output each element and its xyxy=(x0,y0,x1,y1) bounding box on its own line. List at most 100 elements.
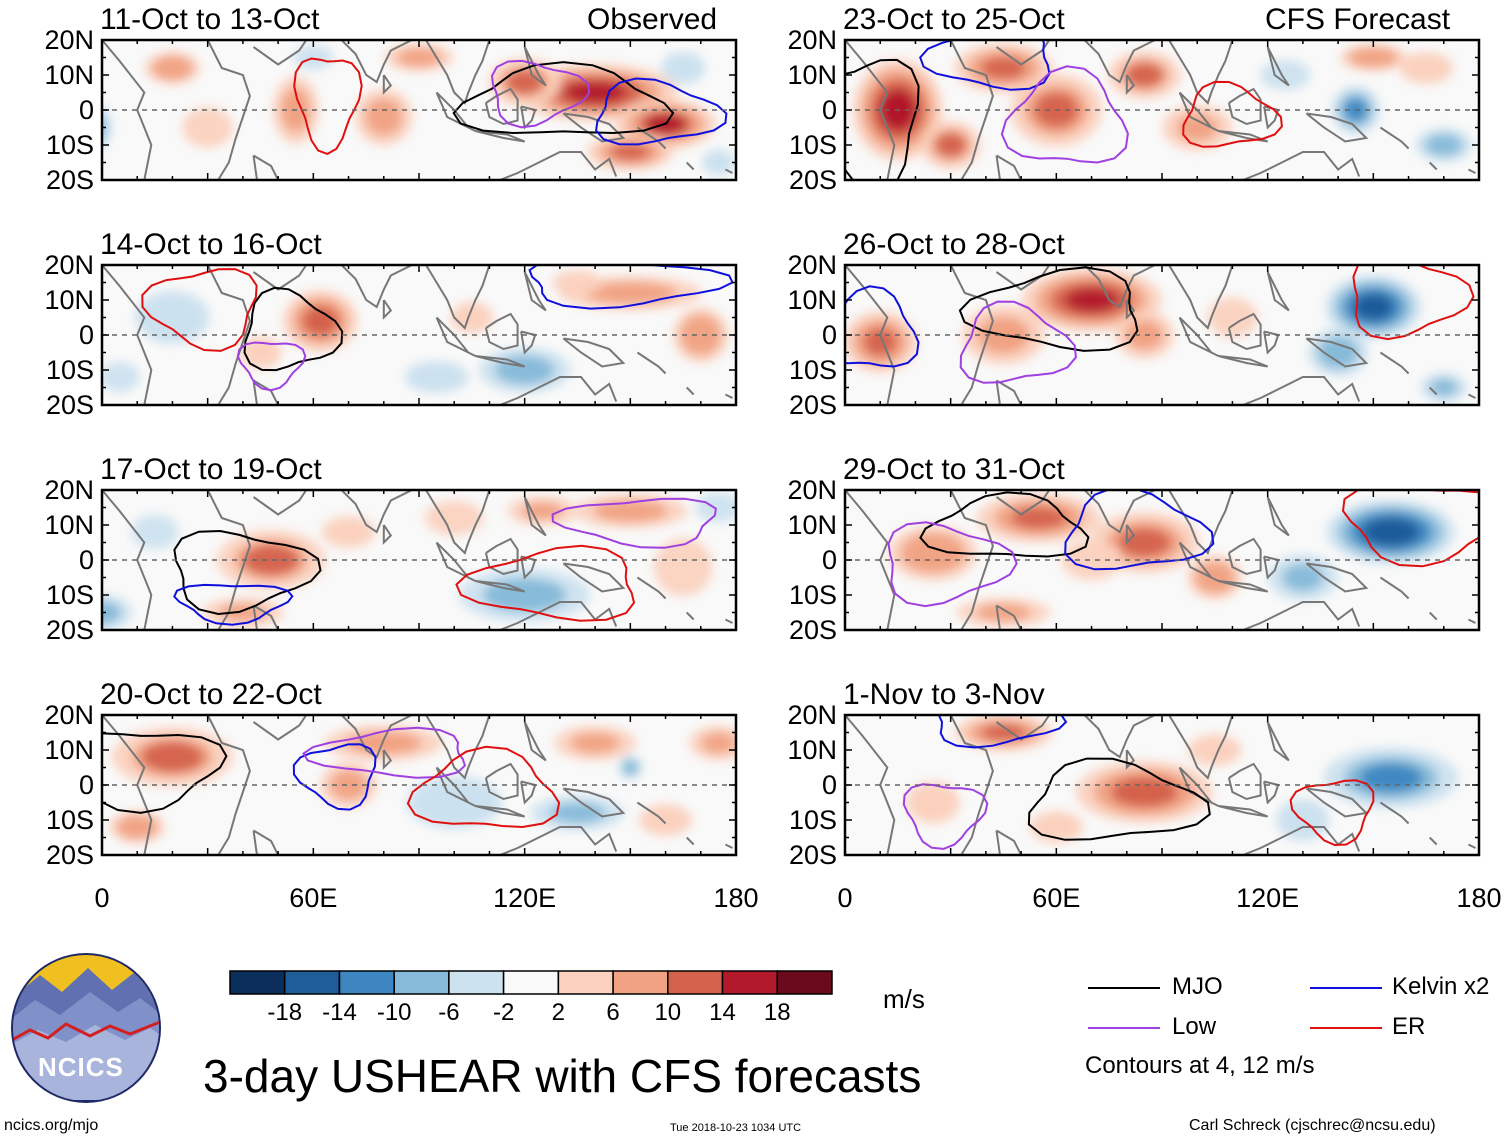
x-tick-label: 120E xyxy=(1236,883,1300,913)
shear-mark xyxy=(365,98,403,136)
coastline xyxy=(1218,580,1269,593)
colorbar-swatch xyxy=(612,970,669,995)
y-tick-label: 10S xyxy=(45,355,94,385)
coastline xyxy=(484,762,519,801)
coastline xyxy=(724,168,733,174)
coastline xyxy=(1178,91,1219,132)
shear-mark xyxy=(489,580,561,610)
shear-mark xyxy=(1368,520,1414,544)
coastline xyxy=(636,351,667,375)
x-tick-label: 60E xyxy=(1032,883,1081,913)
y-tick-label: 20S xyxy=(45,165,94,195)
coastline xyxy=(252,40,308,66)
coastline xyxy=(1379,576,1410,600)
shear-mark xyxy=(396,48,442,67)
panel-title-fc3: 29-Oct to 31-Oct xyxy=(843,453,1065,486)
coastline xyxy=(1428,386,1438,396)
y-tick-label: 0 xyxy=(821,545,837,575)
coastline xyxy=(1428,611,1438,621)
contour-kelvin xyxy=(938,715,1068,749)
contour-er xyxy=(1352,265,1475,341)
colorbar-label: 14 xyxy=(709,999,736,1026)
coastline xyxy=(1227,312,1262,351)
shear-mark xyxy=(1425,133,1463,157)
shear-mark xyxy=(583,281,677,305)
contour-mjo xyxy=(1027,757,1211,841)
shear-mark xyxy=(1065,288,1118,312)
author-credit: Carl Schreck (cjschrec@ncsu.edu) xyxy=(1189,1117,1436,1134)
coastline xyxy=(562,337,626,368)
y-tick-label: 10S xyxy=(45,805,94,835)
y-tick-label: 10N xyxy=(44,510,94,540)
contour-kelvin xyxy=(1064,490,1215,571)
coastline xyxy=(845,265,896,405)
coastline xyxy=(520,555,537,580)
contour-low xyxy=(551,497,717,549)
shear-mark xyxy=(610,143,650,161)
coastline xyxy=(206,265,251,405)
contour-mjo xyxy=(958,266,1139,352)
shear-mark xyxy=(1126,62,1163,88)
shear-mark xyxy=(1349,47,1398,68)
shear-mark xyxy=(624,761,637,774)
contour-levels-note: Contours at 4, 12 m/s xyxy=(1085,1052,1315,1079)
coastline xyxy=(845,715,896,855)
coastline xyxy=(1305,562,1369,593)
shear-field xyxy=(906,715,1459,843)
coastline xyxy=(1083,715,1156,759)
y-tick-label: 10N xyxy=(787,735,837,765)
coastline xyxy=(562,787,626,818)
contour-kelvin xyxy=(595,77,728,146)
coastline xyxy=(995,40,1051,66)
shear-mark xyxy=(552,270,603,295)
coastline xyxy=(1178,316,1219,357)
coastline xyxy=(1266,496,1290,537)
coastline xyxy=(1379,801,1410,825)
logo-mountains-front xyxy=(13,1025,159,1100)
y-tick-label: 20S xyxy=(45,840,94,870)
colorbar-swatch xyxy=(502,970,560,995)
shear-mark xyxy=(981,57,1026,79)
colorbar-label: -2 xyxy=(492,999,515,1026)
coastline xyxy=(995,265,1051,291)
contour-er xyxy=(293,57,363,155)
shear-mark xyxy=(102,602,119,623)
coastline xyxy=(382,299,393,320)
coastline xyxy=(1263,780,1280,805)
shear-mark xyxy=(409,363,464,391)
panel-obs2 xyxy=(100,263,738,407)
coastline xyxy=(1125,74,1136,95)
contour-kelvin xyxy=(292,743,377,811)
coastline xyxy=(724,393,733,399)
y-tick-label: 20N xyxy=(44,700,94,730)
ncics-url-link[interactable]: ncics.org/mjo xyxy=(4,1117,99,1134)
contour-er xyxy=(1289,779,1375,847)
shear-mark xyxy=(570,732,620,754)
coastline xyxy=(1125,524,1136,545)
coastline xyxy=(685,611,695,621)
shear-mark xyxy=(453,304,490,331)
coastline xyxy=(995,490,1051,516)
coastline xyxy=(523,721,547,762)
coastline xyxy=(523,271,547,312)
panel-title-fc1: 23-Oct to 25-Oct xyxy=(843,3,1065,36)
wave-contours xyxy=(845,40,1283,180)
y-tick-label: 20N xyxy=(787,700,837,730)
colorbar-swatch xyxy=(557,970,614,995)
coastline xyxy=(435,91,476,132)
coastline xyxy=(340,40,413,84)
wave-contours xyxy=(102,726,561,829)
coastline xyxy=(425,715,491,780)
contour-mjo xyxy=(919,491,1090,558)
coastline xyxy=(1242,376,1361,405)
y-tick-label: 0 xyxy=(78,545,94,575)
coastline xyxy=(499,826,618,855)
coastline xyxy=(523,46,547,87)
shear-mark xyxy=(243,544,299,576)
colorbar-label: 6 xyxy=(606,999,620,1026)
y-tick-label: 10N xyxy=(787,510,837,540)
coastline xyxy=(636,801,667,825)
shear-mark xyxy=(141,295,204,340)
coastlines xyxy=(845,265,1476,405)
